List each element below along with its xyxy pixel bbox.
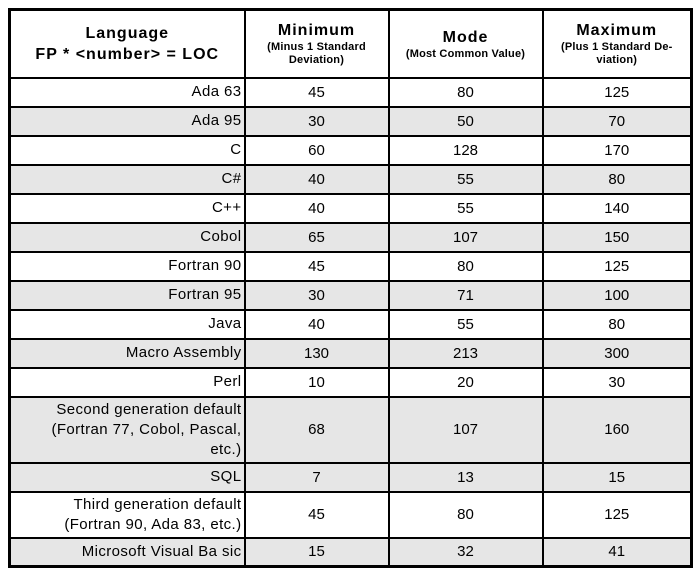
language-cell: Second generation default (Fortran 77, C…: [8, 395, 246, 464]
mode-cell: 80: [387, 490, 544, 539]
table-row: Macro Assembly 130 213 300: [8, 337, 693, 369]
mode-cell: 50: [387, 105, 544, 137]
table-row: C++ 40 55 140: [8, 192, 693, 224]
table-row: Ada 63 45 80 125: [8, 76, 693, 108]
minimum-cell: 40: [243, 192, 390, 224]
mode-cell: 107: [387, 221, 544, 253]
maximum-cell: 160: [541, 395, 693, 464]
table-row: C 60 128 170: [8, 134, 693, 166]
minimum-cell: 30: [243, 105, 390, 137]
minimum-cell: 60: [243, 134, 390, 166]
minimum-cell: 45: [243, 76, 390, 108]
table-row: Microsoft Visual Ba sic 15 32 41: [8, 536, 693, 568]
mode-header-label: Mode: [442, 28, 489, 46]
header-row: Language FP * <number> = LOC Minimum (Mi…: [8, 8, 693, 79]
minimum-cell: 40: [243, 308, 390, 340]
minimum-cell: 68: [243, 395, 390, 464]
maximum-cell: 15: [541, 461, 693, 493]
col-header-minimum: Minimum (Minus 1 Standard Deviation): [243, 8, 390, 79]
table-row: Cobol 65 107 150: [8, 221, 693, 253]
language-cell: Perl: [8, 366, 246, 398]
table-body: Ada 63 45 80 125 Ada 95 30 50 70 C 60 12…: [8, 76, 693, 568]
maximum-cell: 70: [541, 105, 693, 137]
table-row: Second generation default (Fortran 77, C…: [8, 395, 693, 464]
language-cell: C: [8, 134, 246, 166]
maximum-cell: 125: [541, 76, 693, 108]
minimum-cell: 30: [243, 279, 390, 311]
mode-cell: 20: [387, 366, 544, 398]
table-row: Fortran 90 45 80 125: [8, 250, 693, 282]
mode-cell: 80: [387, 250, 544, 282]
minimum-cell: 10: [243, 366, 390, 398]
maximum-header-label: Maximum: [576, 22, 658, 40]
language-cell: Fortran 90: [8, 250, 246, 282]
mode-cell: 55: [387, 192, 544, 224]
minimum-cell: 15: [243, 536, 390, 568]
col-header-maximum: Maximum (Plus 1 Standard De- viation): [541, 8, 693, 79]
table-row: Perl 10 20 30: [8, 366, 693, 398]
minimum-cell: 40: [243, 163, 390, 195]
language-cell: Third generation default (Fortran 90, Ad…: [8, 490, 246, 539]
language-cell: Macro Assembly: [8, 337, 246, 369]
table-row: Third generation default (Fortran 90, Ad…: [8, 490, 693, 539]
col-header-mode: Mode (Most Common Value): [387, 8, 544, 79]
maximum-cell: 30: [541, 366, 693, 398]
language-cell: Cobol: [8, 221, 246, 253]
language-cell: Ada 95: [8, 105, 246, 137]
mode-cell: 80: [387, 76, 544, 108]
maximum-cell: 80: [541, 163, 693, 195]
maximum-cell: 140: [541, 192, 693, 224]
minimum-header-label: Minimum: [277, 22, 356, 40]
maximum-cell: 125: [541, 250, 693, 282]
minimum-cell: 65: [243, 221, 390, 253]
language-header-label: Language FP * <number> = LOC: [35, 24, 220, 63]
col-header-language: Language FP * <number> = LOC: [8, 8, 246, 79]
minimum-cell: 130: [243, 337, 390, 369]
language-cell: Microsoft Visual Ba sic: [8, 536, 246, 568]
mode-cell: 107: [387, 395, 544, 464]
table-row: C# 40 55 80: [8, 163, 693, 195]
language-cell: C#: [8, 163, 246, 195]
maximum-cell: 170: [541, 134, 693, 166]
fp-loc-conversion-table: Language FP * <number> = LOC Minimum (Mi…: [8, 8, 693, 568]
maximum-cell: 125: [541, 490, 693, 539]
minimum-cell: 7: [243, 461, 390, 493]
mode-cell: 128: [387, 134, 544, 166]
mode-cell: 55: [387, 308, 544, 340]
mode-cell: 32: [387, 536, 544, 568]
table-row: Java 40 55 80: [8, 308, 693, 340]
maximum-cell: 150: [541, 221, 693, 253]
maximum-cell: 80: [541, 308, 693, 340]
language-cell: C++: [8, 192, 246, 224]
mode-cell: 71: [387, 279, 544, 311]
mode-cell: 213: [387, 337, 544, 369]
language-cell: Fortran 95: [8, 279, 246, 311]
maximum-header-subtitle: (Plus 1 Standard De- viation): [560, 41, 673, 67]
table-row: Fortran 95 30 71 100: [8, 279, 693, 311]
maximum-cell: 300: [541, 337, 693, 369]
minimum-cell: 45: [243, 250, 390, 282]
maximum-cell: 100: [541, 279, 693, 311]
table-row: SQL 7 13 15: [8, 461, 693, 493]
language-cell: Java: [8, 308, 246, 340]
minimum-cell: 45: [243, 490, 390, 539]
maximum-cell: 41: [541, 536, 693, 568]
minimum-header-subtitle: (Minus 1 Standard Deviation): [267, 41, 366, 67]
language-cell: Ada 63: [8, 76, 246, 108]
mode-cell: 13: [387, 461, 544, 493]
mode-cell: 55: [387, 163, 544, 195]
language-cell: SQL: [8, 461, 246, 493]
table-row: Ada 95 30 50 70: [8, 105, 693, 137]
mode-header-subtitle: (Most Common Value): [405, 47, 526, 60]
